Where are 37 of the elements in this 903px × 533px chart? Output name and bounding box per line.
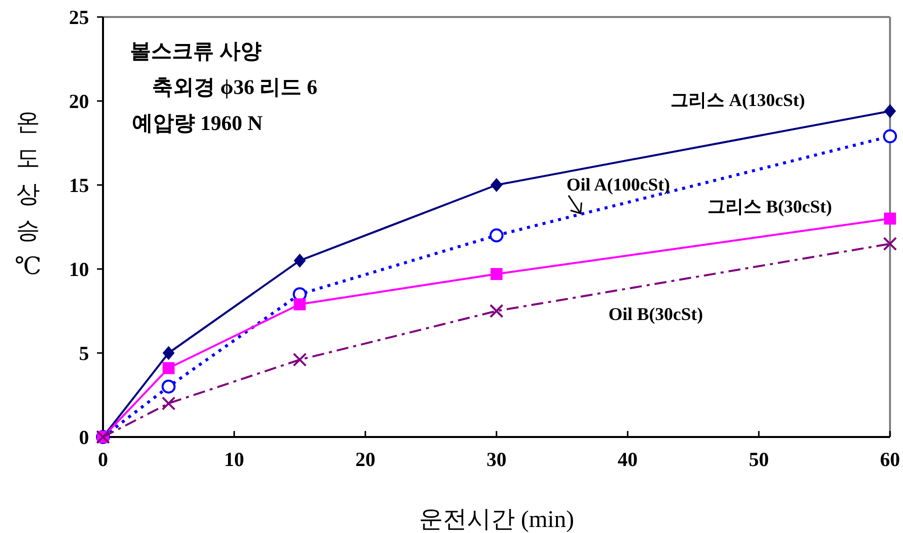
x-tick-label: 30: [486, 449, 506, 471]
point: [162, 346, 175, 360]
annotation: 볼스크류 사양: [130, 39, 262, 63]
annotation: 예압량 1960 N: [132, 111, 263, 135]
x-axis-title: 운전시간 (min): [418, 507, 574, 533]
point: [884, 212, 896, 225]
x-tick-label: 10: [224, 449, 244, 471]
point: [883, 236, 897, 251]
point: [883, 129, 897, 144]
y-tick-label: 5: [79, 343, 89, 365]
annotation: 축외경 ϕ36 리드 6: [152, 75, 318, 99]
point: [292, 352, 307, 367]
x-tick-label: 50: [748, 449, 769, 471]
series-label: Oil B(30cSt): [608, 304, 703, 324]
series-label: 그리스 B(30cSt): [708, 196, 832, 217]
y-tick-label: 20: [69, 91, 89, 113]
point: [294, 254, 306, 268]
x-tick-label: 0: [98, 449, 108, 471]
series-label: Oil A(100cSt): [566, 174, 670, 194]
point: [490, 228, 504, 242]
point: [490, 304, 504, 318]
x-tick-label: 40: [618, 449, 638, 471]
point: [294, 298, 306, 310]
y-tick-label: 0: [79, 427, 89, 449]
y-tick-label: 10: [69, 259, 89, 281]
y-tick-label: 25: [69, 7, 89, 29]
point: [162, 380, 176, 394]
x-tick-label: 20: [355, 449, 376, 471]
x-tick-label: 60: [880, 449, 900, 471]
series-label: 그리스 A(130cSt): [670, 90, 806, 110]
point: [162, 362, 175, 374]
point: [490, 268, 502, 280]
y-axis-title: 온도상승℃: [14, 110, 42, 280]
point: [884, 104, 896, 118]
point: [162, 396, 176, 410]
point: [490, 178, 502, 192]
y-tick-label: 15: [69, 175, 89, 197]
